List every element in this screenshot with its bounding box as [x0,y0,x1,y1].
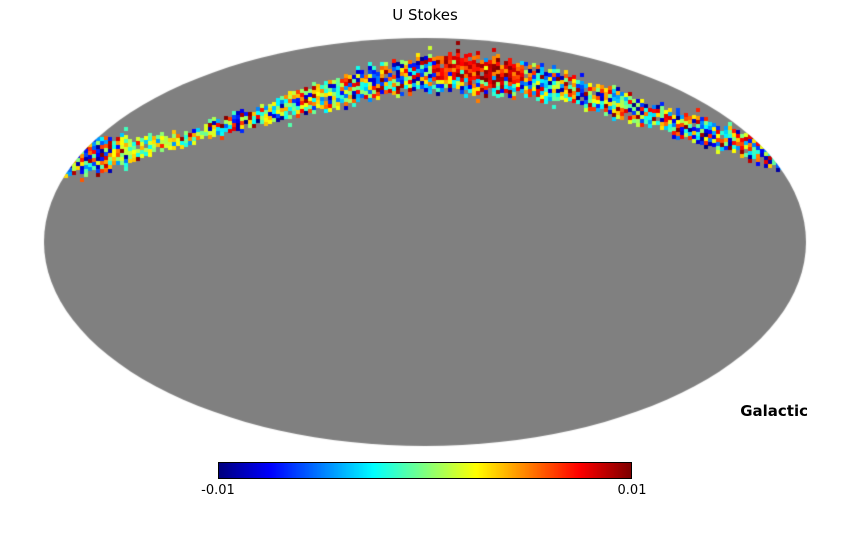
colorbar-max-label: 0.01 [617,483,647,498]
mollweide-map-canvas [0,0,850,460]
colorbar-gradient [219,463,631,478]
colorbar [218,462,632,479]
coordinate-system-label: Galactic [740,402,808,420]
colorbar-min-label: -0.01 [201,483,235,498]
